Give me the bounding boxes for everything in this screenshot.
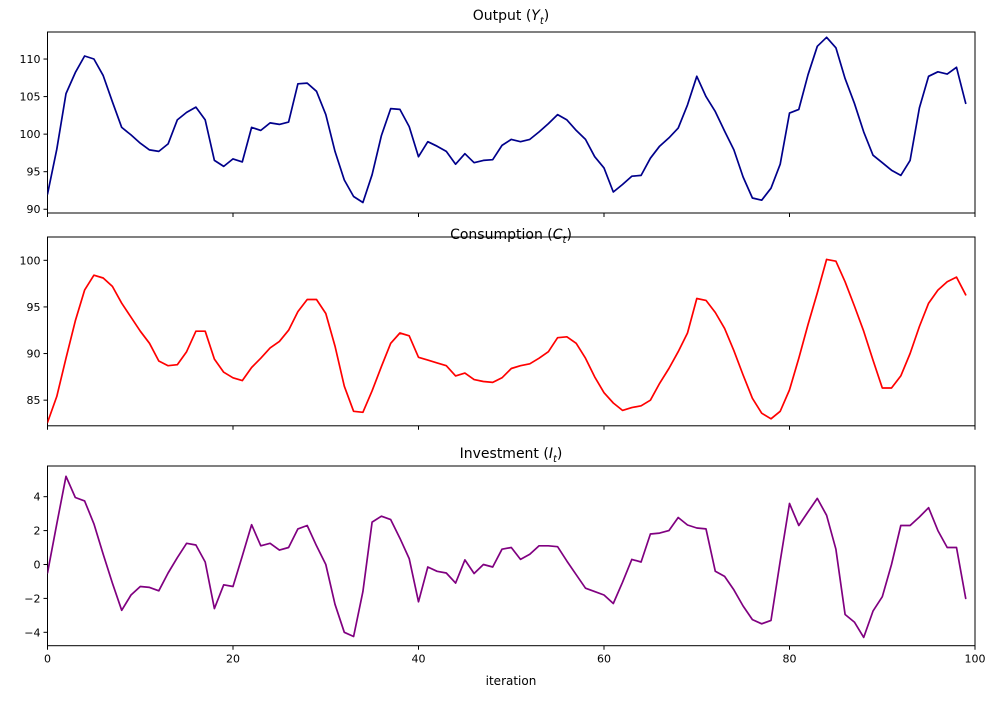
y-tick-label: 95 bbox=[27, 166, 41, 179]
consumption-chart-title: Consumption (Ct) bbox=[47, 226, 975, 246]
title-text: ) bbox=[543, 8, 550, 24]
output-axes-box bbox=[47, 31, 976, 214]
title-text: Output ( bbox=[472, 8, 532, 24]
title-text: Consumption ( bbox=[450, 227, 553, 243]
y-tick-label: −4 bbox=[24, 626, 40, 639]
y-tick-label: 4 bbox=[34, 491, 41, 504]
y-tick-label: −2 bbox=[24, 592, 40, 605]
consumption-chart: 85 90 95 100 bbox=[20, 236, 976, 430]
x-tick-label: 100 bbox=[965, 653, 986, 666]
y-tick-label: 2 bbox=[34, 525, 41, 538]
y-tick-label: 90 bbox=[27, 348, 41, 361]
x-tick-label: 40 bbox=[412, 653, 426, 666]
title-symbol: Y bbox=[531, 8, 540, 24]
investment-series-line bbox=[47, 475, 967, 639]
title-symbol: C bbox=[552, 227, 563, 243]
x-axis-label: iteration bbox=[485, 674, 537, 688]
y-tick-label: 100 bbox=[20, 254, 41, 267]
y-tick-label: 85 bbox=[27, 394, 41, 407]
investment-axes-box bbox=[47, 465, 976, 647]
consumption-series-line bbox=[47, 258, 967, 424]
investment-chart-title: Investment (It) bbox=[47, 445, 975, 465]
output-series-line bbox=[47, 36, 967, 204]
title-subscript: t bbox=[552, 453, 557, 465]
title-text: ) bbox=[566, 227, 572, 243]
y-tick-label: 110 bbox=[20, 53, 41, 66]
x-tick-label: 80 bbox=[783, 653, 797, 666]
output-chart-title: Output (Yt) bbox=[47, 7, 975, 27]
x-tick-label: 0 bbox=[44, 653, 51, 666]
output-chart: 90 95 100 105 110 bbox=[20, 31, 976, 217]
y-tick-label: 95 bbox=[27, 301, 41, 314]
title-subscript: t bbox=[539, 15, 544, 27]
x-tick-label: 60 bbox=[597, 653, 611, 666]
title-text: ) bbox=[556, 446, 563, 462]
consumption-axes-box bbox=[47, 236, 976, 427]
title-symbol: I bbox=[548, 446, 553, 462]
y-tick-label: 100 bbox=[20, 128, 41, 141]
title-text: Investment ( bbox=[459, 446, 549, 462]
y-tick-label: 105 bbox=[20, 91, 41, 104]
y-tick-label: 0 bbox=[34, 558, 41, 571]
y-tick-label: 90 bbox=[27, 203, 41, 216]
x-tick-label: 20 bbox=[226, 653, 240, 666]
title-subscript: t bbox=[562, 234, 567, 246]
